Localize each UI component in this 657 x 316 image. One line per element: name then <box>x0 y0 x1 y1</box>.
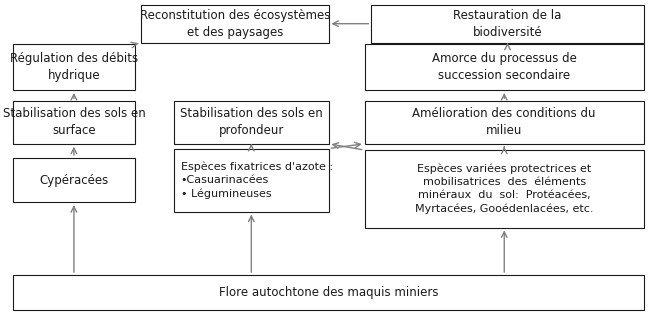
Text: Régulation des débits
hydrique: Régulation des débits hydrique <box>10 52 138 82</box>
FancyBboxPatch shape <box>141 5 328 43</box>
Text: Espèces variées protectrices et
mobilisatrices  des  éléments
minéraux  du  sol:: Espèces variées protectrices et mobilisa… <box>415 163 593 214</box>
FancyBboxPatch shape <box>174 149 328 212</box>
FancyBboxPatch shape <box>13 158 135 202</box>
Text: Cypéracées: Cypéracées <box>39 173 108 187</box>
Text: Restauration de la
biodiversité: Restauration de la biodiversité <box>453 9 562 39</box>
FancyBboxPatch shape <box>13 275 644 310</box>
Text: Reconstitution des écosystèmes
et des paysages: Reconstitution des écosystèmes et des pa… <box>140 9 330 39</box>
Text: Stabilisation des sols en
profondeur: Stabilisation des sols en profondeur <box>180 107 323 137</box>
FancyBboxPatch shape <box>174 101 328 144</box>
Text: Stabilisation des sols en
surface: Stabilisation des sols en surface <box>3 107 145 137</box>
FancyBboxPatch shape <box>365 101 644 144</box>
FancyBboxPatch shape <box>371 5 644 43</box>
FancyBboxPatch shape <box>365 150 644 228</box>
Text: Amélioration des conditions du
milieu: Amélioration des conditions du milieu <box>413 107 596 137</box>
FancyBboxPatch shape <box>365 44 644 90</box>
FancyBboxPatch shape <box>13 101 135 144</box>
Text: Espèces fixatrices d'azote :
•Casuarinacées
• Légumineuses: Espèces fixatrices d'azote : •Casuarinac… <box>181 161 332 199</box>
Text: Flore autochtone des maquis miniers: Flore autochtone des maquis miniers <box>219 286 438 299</box>
FancyBboxPatch shape <box>13 44 135 90</box>
Text: Amorce du processus de
succession secondaire: Amorce du processus de succession second… <box>432 52 577 82</box>
